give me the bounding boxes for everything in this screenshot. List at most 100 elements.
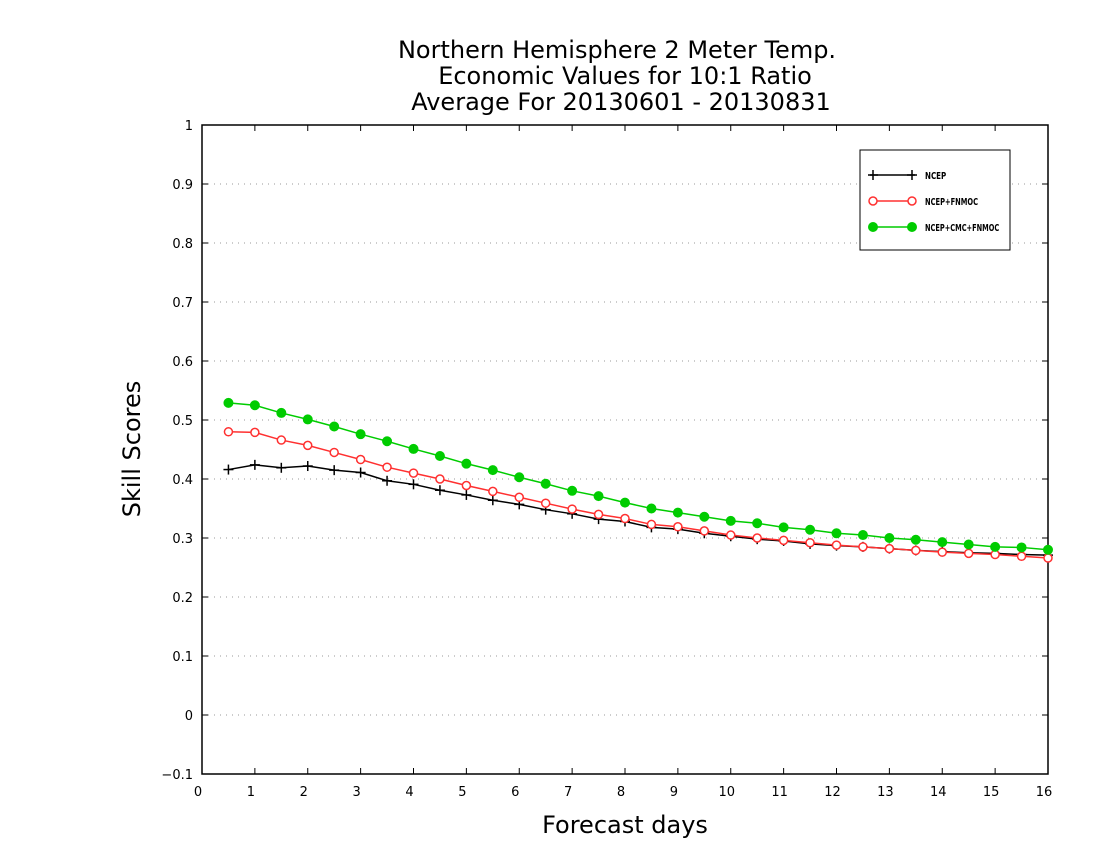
- axis-ticks: −0.100.10.20.30.40.50.60.70.80.910 1 2 3 4 5 6…: [161, 119, 1052, 800]
- data-point: [408, 468, 419, 478]
- data-point: [434, 450, 445, 461]
- legend-label: NCEP+CMC+FNMOC: [925, 223, 999, 234]
- data-point: [408, 443, 419, 454]
- data-point: [355, 429, 366, 440]
- data-point: [249, 459, 260, 470]
- data-point: [805, 537, 815, 548]
- y-tick-label: 1: [185, 119, 193, 134]
- data-point: [858, 542, 868, 552]
- data-point: [487, 465, 498, 476]
- legend-marker: [907, 196, 917, 206]
- data-point: [963, 548, 974, 559]
- x-tick-label: 16: [1036, 785, 1053, 800]
- chart-title-line-2: Economic Values for 10:1 Ratio: [438, 62, 812, 90]
- y-tick-label: 0.3: [172, 532, 193, 547]
- data-point: [249, 400, 260, 411]
- data-point: [302, 461, 313, 472]
- data-point: [593, 491, 604, 502]
- data-point: [487, 495, 498, 506]
- data-point: [461, 480, 472, 491]
- data-point: [223, 464, 234, 475]
- data-point: [540, 478, 551, 489]
- legend-marker: [907, 170, 917, 180]
- data-point: [831, 540, 842, 550]
- data-point: [408, 479, 419, 490]
- series-ncep-cmc-fnmoc: [223, 397, 1053, 555]
- series-ncep: [223, 459, 1053, 561]
- data-point: [223, 427, 234, 437]
- data-point: [884, 533, 895, 543]
- chart-title-line-1: Northern Hemisphere 2 Meter Temp.: [398, 36, 836, 64]
- x-tick-label: 14: [930, 785, 947, 800]
- data-point: [276, 462, 287, 473]
- legend-marker: [868, 170, 878, 180]
- x-tick-label: 11: [771, 785, 788, 800]
- x-tick-label: 5: [458, 785, 466, 800]
- data-point: [382, 462, 392, 472]
- series-line: [228, 464, 1049, 556]
- data-point: [461, 458, 472, 469]
- y-tick-label: 0.8: [172, 237, 193, 252]
- data-point: [884, 543, 895, 554]
- data-point: [620, 513, 630, 524]
- x-tick-label: 8: [617, 785, 625, 800]
- y-tick-label: 0.2: [172, 591, 193, 606]
- data-point: [937, 547, 947, 557]
- data-point: [831, 528, 842, 539]
- data-point: [699, 511, 710, 522]
- data-point: [620, 497, 630, 508]
- x-tick-label: 15: [983, 785, 1000, 800]
- data-point: [646, 503, 657, 514]
- data-point: [752, 533, 762, 543]
- y-tick-label: 0.9: [172, 178, 193, 193]
- data-point: [672, 507, 683, 518]
- series-layer: [223, 397, 1053, 563]
- data-point: [355, 454, 366, 465]
- y-axis-label: Skill Scores: [118, 381, 146, 518]
- data-point: [382, 475, 393, 486]
- data-point: [303, 440, 313, 451]
- data-point: [435, 474, 445, 484]
- data-point: [1016, 542, 1027, 553]
- data-point: [857, 530, 868, 541]
- y-tick-label: 0.7: [172, 296, 193, 311]
- x-tick-label: 6: [511, 785, 519, 800]
- x-tick-label: 4: [405, 785, 413, 800]
- legend-label: NCEP: [925, 171, 947, 182]
- y-tick-label: 0: [185, 709, 193, 724]
- data-point: [329, 465, 340, 476]
- data-point: [673, 522, 683, 532]
- data-point: [329, 447, 339, 458]
- legend-marker: [868, 196, 878, 206]
- data-point: [276, 435, 287, 445]
- y-tick-label: 0.6: [172, 355, 193, 370]
- data-point: [514, 492, 524, 503]
- data-point: [355, 467, 366, 478]
- data-point: [990, 541, 1001, 552]
- data-point: [752, 518, 763, 529]
- series-line: [228, 402, 1049, 551]
- data-point: [223, 397, 234, 408]
- legend: NCEP NCEP+FNMOC NCEP+CMC+FNMOC: [859, 149, 1011, 251]
- data-point: [726, 530, 736, 540]
- data-point: [778, 522, 789, 533]
- y-tick-label: 0.4: [172, 473, 193, 488]
- data-point: [963, 539, 974, 550]
- data-point: [699, 526, 710, 536]
- data-point: [461, 489, 472, 500]
- y-tick-label: 0.5: [172, 414, 193, 429]
- x-tick-label: 3: [352, 785, 360, 800]
- data-point: [329, 421, 340, 432]
- data-point: [1043, 553, 1053, 563]
- data-point: [434, 485, 445, 496]
- x-tick-label: 2: [300, 785, 308, 800]
- data-point: [778, 535, 789, 546]
- x-tick-label: 1: [247, 785, 255, 800]
- data-point: [567, 485, 578, 496]
- x-tick-label: 0: [194, 785, 202, 800]
- x-tick-label: 9: [670, 785, 678, 800]
- data-point: [910, 534, 921, 545]
- x-axis-label: Forecast days: [542, 811, 708, 839]
- data-point: [567, 504, 577, 514]
